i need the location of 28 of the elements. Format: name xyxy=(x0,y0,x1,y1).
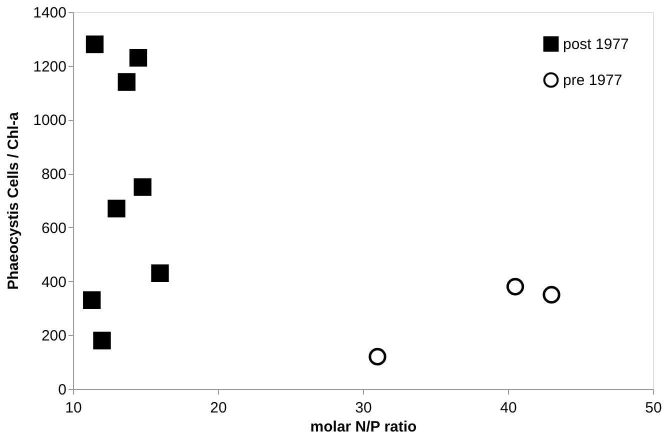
point xyxy=(86,35,104,54)
y-axis-title: Phaeocystis Cells / Chl-a xyxy=(5,112,22,290)
point xyxy=(134,178,152,196)
legend-label: post 1977 xyxy=(563,36,629,53)
point xyxy=(108,200,126,218)
point xyxy=(129,48,148,67)
x-tick-label: 20 xyxy=(210,400,227,416)
x-axis-title: molar N/P ratio xyxy=(310,418,417,436)
point xyxy=(368,348,386,366)
y-tick-label: 1000 xyxy=(33,112,66,130)
x-tick-label: 10 xyxy=(65,400,82,416)
point xyxy=(93,332,111,350)
point xyxy=(118,73,136,91)
y-tick-label: 200 xyxy=(41,328,66,345)
y-tick-label: 800 xyxy=(41,166,66,184)
y-tick-label: 600 xyxy=(41,220,66,237)
point xyxy=(542,286,560,304)
x-tick-label: 30 xyxy=(355,400,372,416)
x-tick-label: 50 xyxy=(645,400,662,416)
point xyxy=(151,264,169,282)
y-tick-label: 1200 xyxy=(33,58,66,76)
point xyxy=(83,291,101,309)
y-tick-label: 0 xyxy=(58,382,66,398)
y-tick-label: 400 xyxy=(41,274,66,291)
legend-label: pre 1977 xyxy=(563,72,622,89)
x-tick-label: 40 xyxy=(500,400,517,416)
point xyxy=(506,278,524,296)
y-tick-label: 1400 xyxy=(33,4,66,22)
